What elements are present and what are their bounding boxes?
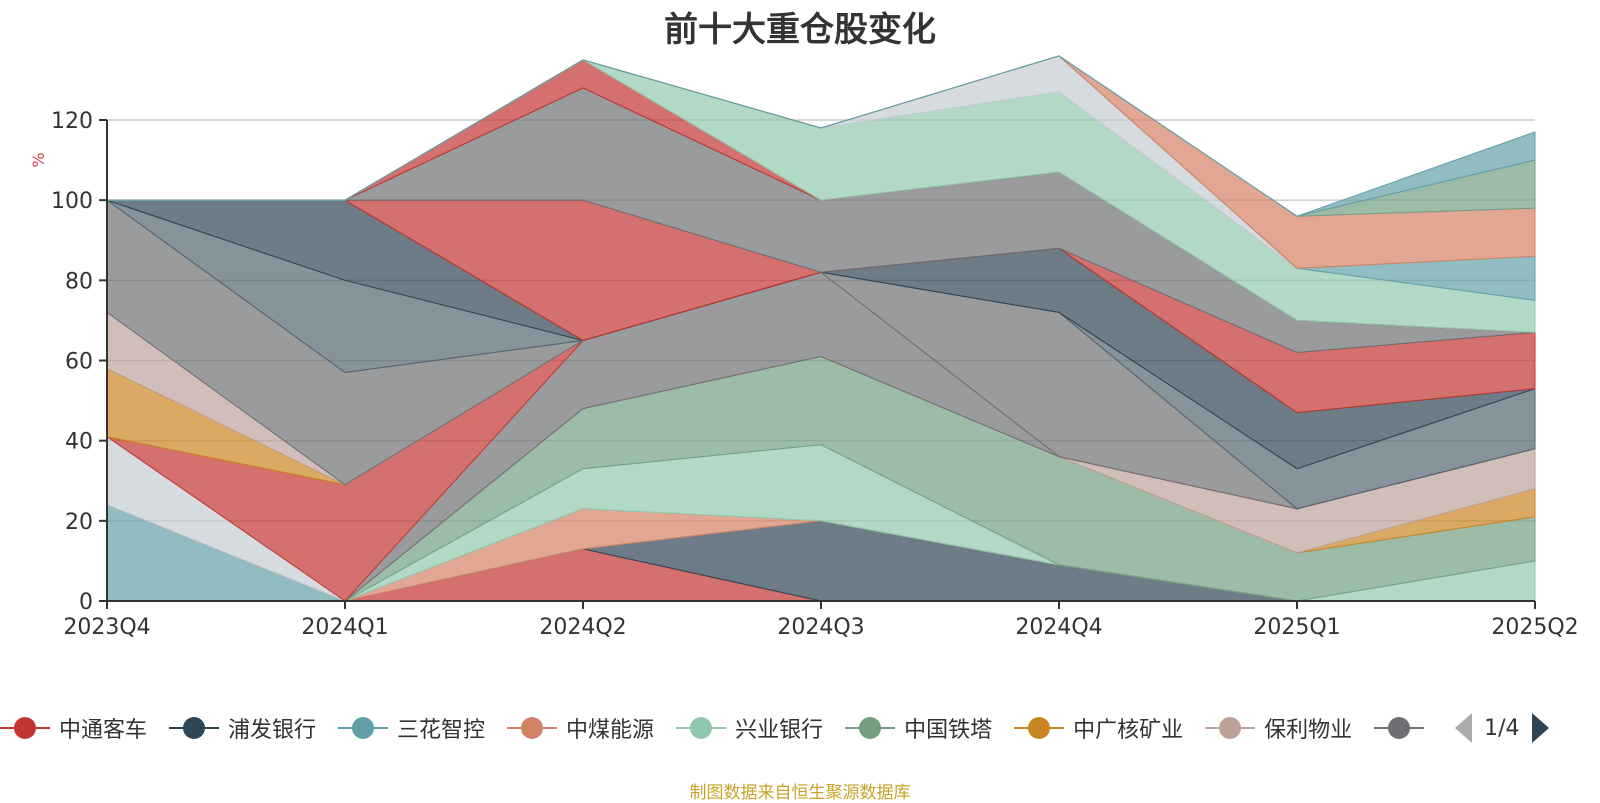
area-series — [106, 55, 1536, 602]
legend-label: 保利物业 — [1264, 718, 1353, 743]
legend-item[interactable]: 中广核矿业 — [1014, 712, 1183, 744]
legend-pager: 1/4 — [1455, 713, 1549, 743]
legend-page-indicator: 1/4 — [1484, 715, 1520, 741]
legend-item[interactable]: 保利物业 — [1205, 712, 1352, 744]
x-tick-label: 2024Q1 — [301, 615, 388, 640]
legend-item[interactable]: 中国铁塔 — [845, 712, 992, 744]
legend-marker-icon — [169, 716, 220, 740]
x-tick-label: 2023Q4 — [63, 615, 150, 640]
legend-item[interactable]: 三花智控 — [338, 712, 485, 744]
y-axis-label: % — [29, 152, 48, 167]
x-tick-label: 2025Q2 — [1491, 615, 1578, 640]
source-note: 制图数据来自恒生聚源数据库 — [689, 783, 911, 803]
legend-marker-icon — [0, 716, 50, 740]
legend-label: 中通客车 — [59, 718, 148, 743]
legend-label: 兴业银行 — [735, 718, 824, 743]
legend-marker-icon — [1374, 716, 1425, 740]
y-tick-label: 120 — [51, 109, 93, 134]
x-tick-label: 2024Q2 — [539, 615, 626, 640]
page-next-icon[interactable] — [1531, 713, 1549, 743]
legend-marker-icon — [676, 716, 727, 740]
legend-marker-icon — [338, 716, 389, 740]
y-tick-label: 20 — [65, 510, 93, 535]
page-prev-icon[interactable] — [1455, 713, 1473, 743]
legend-item[interactable]: 中通客车 — [0, 712, 147, 744]
legend-label: 三花智控 — [397, 718, 486, 743]
y-tick-label: 60 — [65, 350, 93, 375]
area-series-26 — [107, 55, 1536, 217]
chart-title: 前十大重仓股变化 — [664, 10, 936, 50]
legend-label: 中广核矿业 — [1073, 718, 1184, 743]
x-tick-label: 2025Q1 — [1253, 615, 1340, 640]
y-tick-label: 100 — [51, 189, 93, 214]
axes: 0 20 40 60 80 100 120 2023Q4 2024Q1 2024Q2 2024Q3 2… — [51, 109, 1579, 640]
x-tick-label: 2024Q4 — [1015, 615, 1102, 640]
legend-label: 中国铁塔 — [904, 718, 993, 743]
legend-item[interactable]: 中煤能源 — [507, 712, 654, 744]
legend-item[interactable]: 兴业银行 — [676, 712, 823, 744]
legend: 中通客车 浦发银行 三花智控 中煤能源 兴业银行 中国铁塔 中广核矿业 保利物业 1/4 — [0, 712, 1549, 744]
y-tick-label: 40 — [65, 430, 93, 455]
x-tick-label: 2024Q3 — [777, 615, 864, 640]
legend-marker-icon — [507, 716, 558, 740]
stacked-area-chart: 0 20 40 60 80 100 120 2023Q4 2024Q1 2024Q2 2024Q3 2… — [29, 55, 1579, 640]
legend-marker-icon — [845, 716, 896, 740]
legend-label: 浦发银行 — [228, 718, 317, 743]
y-tick-label: 0 — [79, 590, 93, 615]
legend-marker-icon — [1014, 716, 1065, 740]
legend-item[interactable] — [1374, 716, 1433, 740]
legend-item[interactable]: 浦发银行 — [169, 712, 316, 744]
y-tick-label: 80 — [65, 269, 93, 294]
legend-marker-icon — [1205, 716, 1256, 740]
legend-label: 中煤能源 — [566, 718, 655, 743]
